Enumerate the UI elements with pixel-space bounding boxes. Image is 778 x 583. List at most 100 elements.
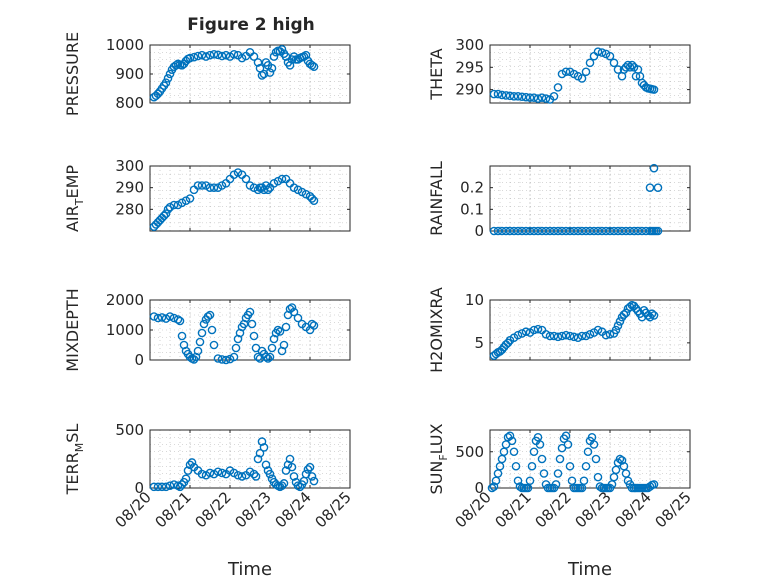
x-tick-label: 08/23 (232, 488, 275, 531)
y-tick-label: 500 (115, 421, 144, 439)
y-axis-label: TERRMSL (63, 424, 86, 496)
data-point (185, 194, 195, 203)
data-point (229, 352, 239, 362)
y-axis-label: SUNFLUX (427, 423, 450, 494)
data-point (237, 472, 247, 481)
data-point (649, 163, 659, 173)
data-point (177, 480, 187, 489)
data-point (611, 465, 621, 475)
y-axis-label: THETA (427, 48, 446, 100)
data-point (591, 454, 601, 464)
data-point (193, 346, 203, 356)
data-point (533, 94, 543, 103)
data-point (549, 226, 559, 236)
data-point (521, 92, 531, 102)
data-point (625, 63, 635, 72)
data-point (521, 327, 531, 337)
data-point (617, 456, 627, 465)
data-point (605, 226, 615, 236)
data-point (255, 448, 265, 458)
x-tick-label: 08/21 (492, 488, 535, 531)
y-tick-label: 280 (115, 200, 144, 218)
data-point (529, 226, 539, 236)
data-point (541, 94, 551, 103)
data-point (265, 469, 275, 479)
data-point (533, 324, 543, 334)
data-point (533, 226, 543, 236)
data-point (163, 74, 173, 83)
data-point (169, 200, 179, 210)
axis-label-subscript: T (73, 198, 86, 206)
data-point (609, 58, 619, 68)
data-point (569, 226, 579, 236)
data-point (277, 45, 287, 54)
data-point (193, 51, 203, 61)
data-point (593, 472, 603, 482)
data-point (583, 447, 593, 457)
data-point (539, 469, 549, 478)
data-point (229, 49, 239, 59)
x-tick-label: 08/24 (612, 488, 655, 531)
data-point (207, 325, 217, 335)
y-tick-label: 500 (455, 443, 484, 461)
data-point (153, 89, 163, 99)
y-axis-label: AIRTEMP (63, 165, 86, 232)
data-point (265, 352, 275, 362)
data-point (253, 454, 263, 464)
data-point (161, 209, 171, 218)
data-point (577, 74, 587, 83)
data-point (273, 325, 283, 335)
x-tick-label: 08/24 (272, 488, 315, 531)
data-point (501, 226, 511, 236)
data-point (307, 319, 317, 329)
data-point (205, 50, 215, 60)
y-tick-label: 2000 (106, 291, 144, 309)
data-point (605, 329, 615, 339)
y-tick-label: 290 (455, 81, 484, 99)
data-point (189, 355, 199, 364)
data-point (175, 316, 185, 326)
data-point (597, 48, 607, 57)
data-point (293, 313, 303, 323)
data-point (165, 481, 175, 490)
data-point (637, 226, 647, 236)
data-point (205, 468, 215, 478)
data-point (645, 183, 655, 192)
data-point (595, 482, 605, 491)
data-point (295, 482, 305, 492)
data-point (527, 461, 537, 471)
x-tick-label: 08/23 (572, 488, 615, 531)
data-point (277, 174, 287, 184)
data-point (497, 226, 507, 236)
data-point (601, 226, 611, 236)
data-point (557, 443, 567, 453)
data-point (525, 93, 535, 102)
data-point (507, 436, 517, 446)
data-point (597, 226, 607, 236)
data-point (489, 482, 499, 491)
data-point (633, 226, 643, 236)
data-point (263, 354, 273, 363)
data-point (309, 476, 319, 486)
data-point (535, 440, 545, 449)
data-point (541, 226, 551, 236)
data-point (653, 226, 663, 236)
data-point (629, 226, 639, 236)
data-point (307, 61, 317, 70)
data-point (581, 67, 591, 77)
data-point (285, 179, 295, 188)
data-point (625, 302, 635, 312)
data-point (613, 321, 623, 331)
data-point (557, 331, 567, 341)
data-point (589, 226, 599, 236)
data-point (493, 89, 503, 99)
data-point (263, 185, 273, 195)
data-point (641, 226, 651, 236)
data-point (213, 354, 223, 363)
axes-box (149, 165, 351, 232)
data-point (609, 472, 619, 482)
data-point (505, 226, 515, 236)
y-tick-label: 5 (474, 334, 484, 352)
data-point (497, 90, 507, 100)
axis-label-subscript: F (437, 454, 450, 460)
